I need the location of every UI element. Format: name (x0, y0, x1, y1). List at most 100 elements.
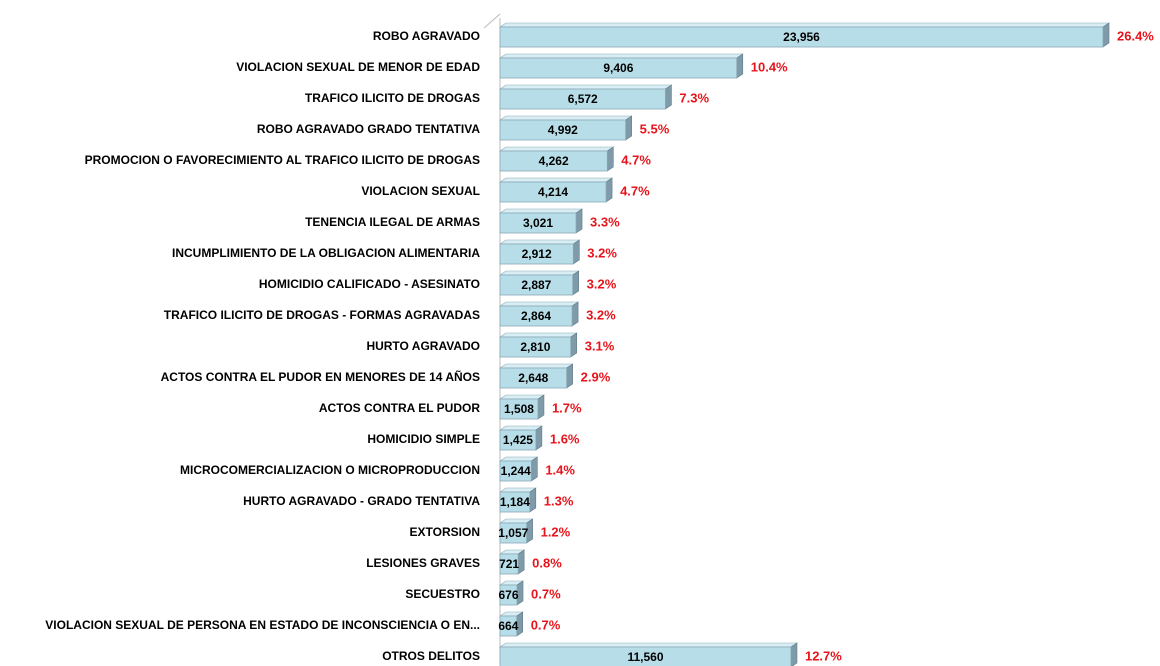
value-label: 2,864 (521, 309, 551, 323)
category-label: HURTO AGRAVADO (366, 339, 480, 353)
bar-top (499, 177, 614, 183)
category-label: TRAFICO ILICITO DE DROGAS - FORMAS AGRAV… (164, 308, 480, 322)
bar-side (571, 301, 579, 327)
percentage-label: 10.4% (751, 59, 788, 74)
category-label: ROBO AGRAVADO GRADO TENTATIVA (257, 122, 480, 136)
bar-top (499, 642, 798, 648)
bar (499, 553, 519, 575)
bar (499, 305, 573, 327)
bar (499, 336, 572, 358)
value-label: 11,560 (627, 650, 663, 664)
percentage-label: 1.7% (552, 400, 582, 415)
percentage-label: 7.3% (679, 90, 709, 105)
bar-side (736, 53, 744, 79)
category-label: INCUMPLIMIENTO DE LA OBLIGACION ALIMENTA… (172, 246, 480, 260)
bar-side (605, 177, 613, 203)
category-label: HURTO AGRAVADO - GRADO TENTATIVA (243, 494, 480, 508)
bar (499, 584, 518, 606)
bar (499, 522, 528, 544)
category-label: EXTORSION (410, 525, 480, 539)
value-label: 2,887 (521, 278, 551, 292)
bar-top (499, 394, 545, 400)
value-label: 1,057 (498, 526, 528, 540)
bar-top (499, 53, 744, 59)
bar-side (529, 487, 537, 513)
bar (499, 615, 518, 637)
bar-side (572, 270, 579, 296)
value-label: 1,184 (500, 495, 530, 509)
bar-side (535, 425, 543, 451)
bar-side (1102, 22, 1110, 48)
value-label: 664 (498, 619, 518, 633)
percentage-label: 5.5% (640, 121, 670, 136)
bar (499, 119, 627, 141)
category-label: MICROCOMERCIALIZACION O MICROPRODUCCION (180, 463, 480, 477)
bar-top (499, 115, 633, 121)
percentage-label: 12.7% (805, 648, 842, 663)
bar-top (499, 425, 543, 431)
value-label: 6,572 (568, 92, 598, 106)
bar-top (499, 332, 578, 338)
bar-top (499, 208, 584, 214)
category-label: VIOLACION SEXUAL DE PERSONA EN ESTADO DE… (45, 618, 480, 632)
category-label: HOMICIDIO SIMPLE (367, 432, 480, 446)
percentage-label: 1.4% (545, 462, 575, 477)
category-label: PROMOCION O FAVORECIMIENTO AL TRAFICO IL… (85, 153, 480, 167)
category-label: ACTOS CONTRA EL PUDOR EN MENORES DE 14 A… (161, 369, 480, 384)
bar-side (537, 394, 545, 420)
percentage-label: 3.1% (585, 338, 615, 353)
axis-wall-top (483, 13, 501, 29)
bar (499, 88, 666, 110)
bar (499, 367, 568, 389)
percentage-label: 26.4% (1117, 28, 1154, 43)
value-label: 9,406 (603, 61, 633, 75)
bar-top (499, 239, 581, 245)
bar (499, 429, 537, 451)
value-label: 1,244 (501, 464, 531, 478)
bar-side (790, 642, 798, 666)
percentage-label: 0.8% (532, 555, 562, 570)
category-label: VIOLACION SEXUAL DE MENOR DE EDAD (236, 60, 480, 74)
bar-side (572, 239, 580, 265)
value-label: 1,425 (503, 433, 533, 447)
percentage-label: 1.3% (544, 493, 574, 508)
category-label: ROBO AGRAVADO (373, 29, 480, 43)
value-label: 721 (499, 557, 519, 571)
bar (499, 57, 738, 79)
value-label: 4,214 (538, 185, 568, 199)
bar (499, 398, 539, 420)
percentage-label: 0.7% (531, 586, 561, 601)
percentage-label: 3.2% (586, 307, 616, 322)
percentage-label: 0.7% (531, 617, 561, 632)
value-label: 4,262 (539, 154, 569, 168)
bar-side (665, 84, 672, 110)
percentage-label: 3.3% (590, 214, 620, 229)
category-label: HOMICIDIO CALIFICADO - ASESINATO (259, 277, 480, 291)
value-label: 1,508 (504, 402, 534, 416)
category-label: TENENCIA ILEGAL DE ARMAS (305, 215, 480, 229)
value-label: 2,810 (520, 340, 550, 354)
percentage-label: 1.2% (541, 524, 571, 539)
category-label: ACTOS CONTRA EL PUDOR (319, 401, 480, 415)
bar (499, 460, 532, 482)
bar-top (499, 301, 580, 307)
bar (499, 646, 792, 666)
percentage-label: 4.7% (620, 183, 650, 198)
percentage-label: 4.7% (621, 152, 651, 167)
bar-top (499, 84, 673, 90)
category-label: TRAFICO ILICITO DE DROGAS (305, 91, 480, 105)
value-label: 3,021 (523, 216, 553, 230)
bar-top (499, 146, 615, 152)
bar (499, 212, 577, 234)
percentage-label: 2.9% (581, 369, 611, 384)
bar-side (575, 208, 583, 234)
percentage-label: 3.2% (587, 276, 617, 291)
bar-top (499, 22, 1110, 28)
bar (499, 243, 574, 265)
value-label: 676 (498, 588, 518, 602)
bar-side (606, 146, 614, 172)
bar (499, 181, 607, 203)
category-label: LESIONES GRAVES (366, 556, 480, 570)
value-label: 2,648 (518, 371, 548, 385)
